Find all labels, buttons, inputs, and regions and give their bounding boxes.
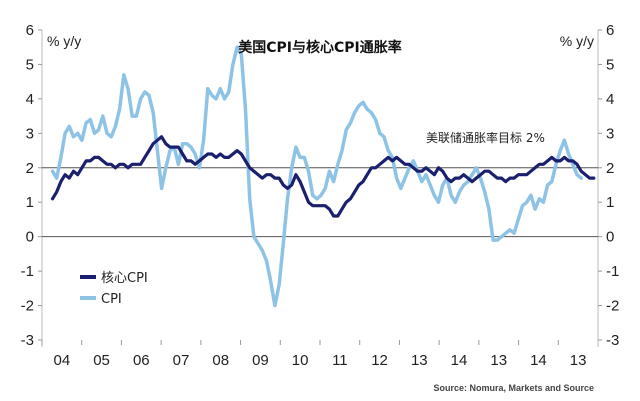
x-tick-label: 13 <box>570 352 587 369</box>
legend: 核心CPI CPI <box>80 271 148 307</box>
left-unit-label: % y/y <box>47 33 81 49</box>
right-tick-label: 1 <box>606 194 614 211</box>
right-tick-label: 5 <box>606 56 614 73</box>
left-tick-label: -1 <box>21 263 34 280</box>
left-axis-ticks: 6 5 4 3 2 1 0 -1 -2 -3 <box>21 22 42 349</box>
x-tick-label: 04 <box>54 352 71 369</box>
right-tick-label: 2 <box>606 160 614 177</box>
x-tick-label: 14 <box>451 352 468 369</box>
x-tick-label: 11 <box>332 352 348 369</box>
left-tick-label: 0 <box>26 229 34 246</box>
x-axis-ticks: 04 05 06 07 08 09 10 11 12 13 14 13 14 13 <box>41 340 587 369</box>
right-tick-label: 6 <box>606 22 614 39</box>
x-tick-label: 12 <box>371 352 388 369</box>
left-tick-label: 2 <box>26 160 34 177</box>
left-tick-label: 1 <box>26 194 34 211</box>
target-line-label: 美联储通胀率目标 2% <box>426 130 545 145</box>
left-tick-label: 6 <box>26 22 34 39</box>
x-tick-label: 13 <box>411 352 428 369</box>
left-tick-label: 4 <box>26 91 34 108</box>
series-layer <box>50 45 596 308</box>
x-tick-label: 08 <box>212 352 229 369</box>
series-line-core-cpi <box>50 135 596 218</box>
right-tick-label: -2 <box>606 298 619 315</box>
source-note: Source: Nomura, Markets and Source <box>433 383 594 393</box>
x-tick-label: 14 <box>530 352 547 369</box>
right-tick-label: 4 <box>606 91 614 108</box>
x-tick-label: 06 <box>133 352 150 369</box>
series-line-cpi <box>50 45 583 308</box>
right-tick-label: -3 <box>606 332 619 349</box>
right-tick-label: 0 <box>606 229 614 246</box>
left-tick-label: -3 <box>21 332 34 349</box>
gridlines <box>42 167 598 238</box>
x-tick-label: 07 <box>173 352 190 369</box>
x-tick-label: 13 <box>490 352 507 369</box>
right-unit-label: % y/y <box>560 33 594 49</box>
left-tick-label: 5 <box>26 56 34 73</box>
right-tick-label: -1 <box>606 263 619 280</box>
left-tick-label: 3 <box>26 125 34 142</box>
x-tick-label: 10 <box>292 352 309 369</box>
x-tick-label: 09 <box>252 352 269 369</box>
chart-title: 美国CPI与核心CPI通胀率 <box>238 39 402 56</box>
left-tick-label: -2 <box>21 298 34 315</box>
x-tick-label: 05 <box>93 352 110 369</box>
right-axis-ticks: 6 5 4 3 2 1 0 -1 -2 -3 <box>598 22 619 349</box>
right-tick-label: 3 <box>606 125 614 142</box>
legend-label-core-cpi: 核心CPI <box>101 271 148 286</box>
legend-label-cpi: CPI <box>101 292 122 307</box>
